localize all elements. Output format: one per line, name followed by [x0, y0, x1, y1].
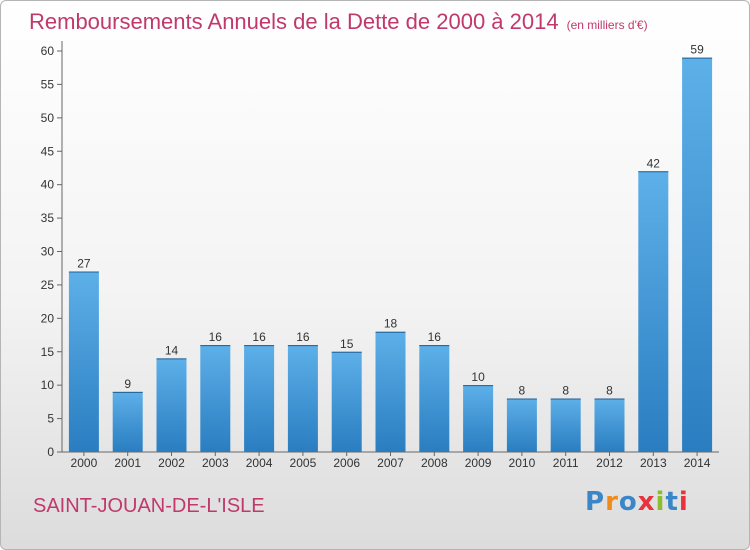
x-tick-label: 2004	[246, 456, 273, 470]
data-label: 15	[340, 337, 354, 351]
bar	[506, 398, 537, 452]
bar	[463, 385, 494, 452]
bar	[112, 391, 143, 452]
bar-chart: 0 5 10 15 20 25 30 35 40 45 50 55 60 2000 2001 2002 2003…	[41, 41, 719, 470]
bar	[287, 345, 318, 452]
x-tick-label: 2013	[640, 456, 667, 470]
y-tick-label: 60	[41, 44, 55, 58]
x-tick-label: 2011	[553, 456, 579, 470]
x-tick-label: 2010	[509, 456, 536, 470]
x-tick-label: 2002	[158, 456, 185, 470]
x-tick-label: 2007	[377, 456, 404, 470]
x-tick-label: 2006	[333, 456, 360, 470]
x-tick-label: 2000	[71, 456, 98, 470]
y-tick-label: 10	[41, 378, 55, 392]
logo-letter: P	[585, 487, 606, 517]
data-label: 8	[519, 384, 526, 398]
y-tick-label: 40	[41, 178, 55, 192]
x-tick-label: 2008	[421, 456, 448, 470]
bar	[682, 57, 713, 452]
y-tick-label: 50	[41, 111, 55, 125]
proxiti-logo: Proxiti	[585, 487, 689, 517]
bar	[594, 398, 625, 452]
data-label: 8	[606, 384, 613, 398]
chart-title-text: Remboursements Annuels de la Dette de 20…	[29, 9, 559, 34]
data-label: 16	[296, 330, 310, 344]
y-tick-label: 5	[47, 412, 54, 426]
data-label: 10	[471, 370, 485, 384]
x-tick-label: 2001	[114, 456, 141, 470]
bar	[550, 398, 581, 452]
y-tick-label: 35	[41, 211, 55, 225]
x-tick-label: 2005	[290, 456, 317, 470]
y-tick-label: 30	[41, 245, 55, 259]
x-tick-label: 2009	[465, 456, 492, 470]
bar	[375, 331, 406, 452]
y-tick-label: 20	[41, 311, 55, 325]
bar	[331, 351, 362, 452]
data-label: 8	[562, 384, 569, 398]
data-label: 9	[124, 377, 131, 391]
chart-title: Remboursements Annuels de la Dette de 20…	[29, 9, 648, 35]
data-label: 18	[384, 317, 398, 331]
x-tick-label: 2014	[684, 456, 711, 470]
data-label: 59	[690, 43, 704, 57]
x-tick-label: 2012	[596, 456, 623, 470]
data-label: 14	[165, 343, 179, 357]
y-tick-label: 45	[41, 144, 55, 158]
x-tick-label: 2003	[202, 456, 229, 470]
bar	[200, 345, 231, 452]
chart-unit: (en milliers d'€)	[566, 18, 648, 32]
data-label: 16	[252, 330, 266, 344]
logo-letter: r	[605, 487, 619, 517]
y-tick-label: 55	[41, 77, 55, 91]
bar	[244, 345, 275, 452]
bar	[419, 345, 450, 452]
bar	[68, 271, 99, 452]
data-label: 16	[428, 330, 442, 344]
bar	[638, 171, 669, 453]
data-label: 27	[77, 257, 91, 271]
logo-letter: i	[655, 487, 666, 517]
bar	[156, 358, 187, 452]
y-tick-label: 25	[41, 278, 55, 292]
logo-letter: x	[637, 487, 656, 517]
y-tick-label: 15	[41, 345, 55, 359]
logo-letter: t	[665, 487, 679, 517]
logo-letter: i	[678, 487, 689, 517]
data-label: 42	[647, 156, 661, 170]
data-label: 16	[209, 330, 223, 344]
city-name: SAINT-JOUAN-DE-L'ISLE	[33, 495, 265, 517]
y-tick-label: 0	[47, 445, 54, 459]
logo-letter: o	[618, 487, 638, 517]
